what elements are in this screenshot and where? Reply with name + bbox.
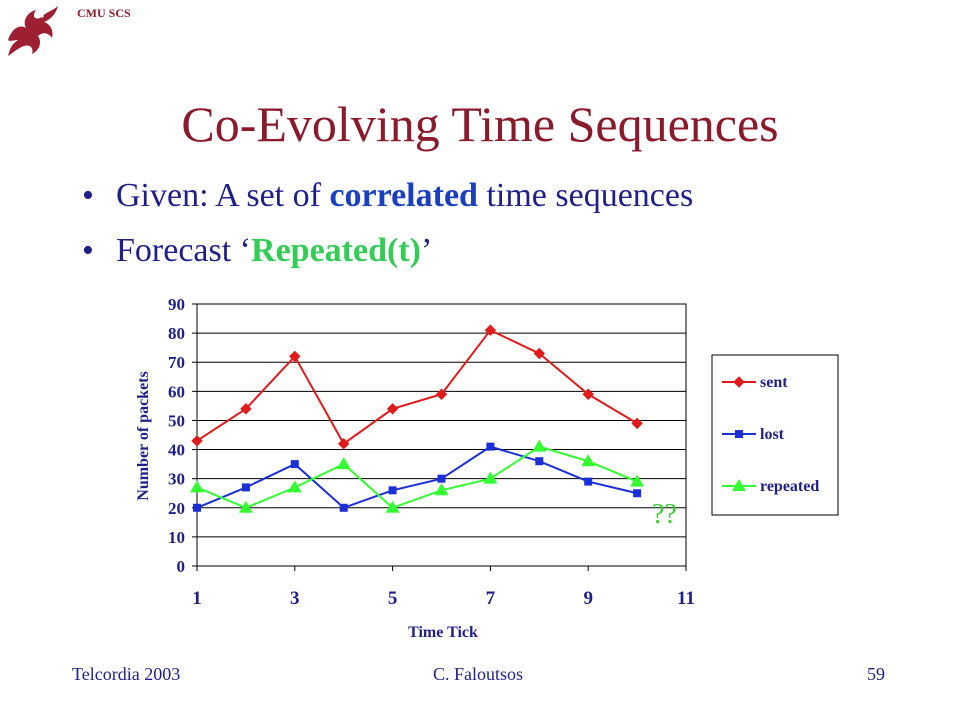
bullet-post: time sequences bbox=[477, 177, 694, 214]
data-point bbox=[287, 480, 302, 493]
legend-entry-lost: lost bbox=[722, 426, 785, 443]
bullet-list: • Given: A set of correlated time sequen… bbox=[82, 177, 693, 287]
x-axis-label: Time Tick bbox=[408, 624, 478, 641]
data-point bbox=[486, 442, 495, 451]
org-label: CMU SCS bbox=[77, 6, 131, 20]
footer-author: C. Faloutsos bbox=[433, 664, 524, 684]
slide-title: Co-Evolving Time Sequences bbox=[181, 96, 779, 152]
y-tick-label: 50 bbox=[168, 411, 185, 430]
x-tick-label: 5 bbox=[388, 588, 398, 609]
data-point bbox=[289, 350, 301, 363]
x-tick-labels: 1 3 5 7 9 11 bbox=[192, 588, 695, 609]
series-lost bbox=[193, 442, 642, 512]
legend-marker bbox=[735, 430, 743, 438]
data-point bbox=[240, 403, 252, 415]
data-point bbox=[633, 489, 642, 498]
x-tick-label: 3 bbox=[290, 588, 300, 609]
plot-area bbox=[196, 303, 687, 567]
y-axis-label: Number of packets bbox=[135, 371, 152, 500]
data-point bbox=[581, 454, 596, 467]
bullet-dot: • bbox=[82, 177, 94, 214]
bullet-emphasis: correlated bbox=[329, 177, 478, 214]
bullet-dot: • bbox=[82, 232, 94, 269]
data-point bbox=[435, 388, 448, 400]
data-point bbox=[290, 460, 299, 469]
x-tick-label: 1 bbox=[192, 588, 202, 609]
data-point bbox=[190, 480, 204, 493]
bullet-pre: Given: A set of bbox=[116, 177, 330, 214]
y-tick-label: 20 bbox=[168, 499, 185, 518]
series-sent bbox=[191, 324, 643, 450]
data-point bbox=[533, 347, 546, 360]
y-tick-label: 70 bbox=[168, 353, 185, 372]
series-layer bbox=[190, 324, 645, 513]
forecast-question-marks: ?? bbox=[652, 499, 677, 530]
data-point bbox=[630, 474, 645, 487]
data-point bbox=[193, 503, 201, 512]
legend: sent lost repeated bbox=[711, 354, 839, 516]
bullet-pre: Forecast ‘ bbox=[116, 232, 252, 269]
data-point bbox=[532, 439, 547, 452]
x-tick-label: 11 bbox=[677, 588, 695, 609]
bullet-given: • Given: A set of correlated time sequen… bbox=[82, 177, 693, 232]
bullet-forecast: • Forecast ‘Repeated(t)’ bbox=[82, 232, 693, 287]
axes bbox=[192, 303, 687, 571]
data-point bbox=[238, 500, 253, 513]
bullet-post: ’ bbox=[420, 232, 433, 269]
data-point bbox=[483, 471, 498, 484]
data-point bbox=[337, 438, 350, 450]
data-point bbox=[437, 474, 446, 483]
bullet-emphasis: Repeated(t) bbox=[251, 232, 421, 269]
footer-venue: Telcordia 2003 bbox=[72, 664, 181, 684]
x-tick-label: 9 bbox=[583, 588, 593, 609]
data-point bbox=[388, 486, 397, 495]
page-number: 59 bbox=[867, 664, 885, 684]
data-point bbox=[434, 483, 449, 496]
legend-marker bbox=[733, 376, 745, 388]
y-tick-label: 90 bbox=[168, 295, 185, 314]
y-tick-label: 60 bbox=[168, 382, 185, 401]
y-tick-label: 80 bbox=[168, 324, 185, 343]
bullet-text: Forecast ‘Repeated(t)’ bbox=[116, 232, 432, 270]
data-point bbox=[386, 403, 399, 415]
dragon-logo bbox=[8, 6, 58, 56]
series-line bbox=[196, 445, 638, 509]
data-point bbox=[631, 417, 643, 430]
y-tick-labels: 0 10 20 30 40 50 60 70 80 90 bbox=[168, 295, 185, 576]
legend-label: sent bbox=[760, 374, 788, 391]
x-tick-label: 7 bbox=[486, 588, 496, 609]
data-point bbox=[582, 388, 594, 400]
data-point bbox=[584, 477, 593, 486]
data-point bbox=[385, 500, 400, 513]
legend-label: lost bbox=[760, 426, 785, 443]
gridlines bbox=[197, 332, 686, 538]
series-line bbox=[196, 328, 638, 446]
data-point bbox=[339, 503, 348, 512]
data-point bbox=[484, 324, 497, 336]
legend-entry-sent: sent bbox=[722, 374, 788, 391]
legend-entry-repeated: repeated bbox=[722, 478, 819, 495]
data-point bbox=[535, 457, 544, 466]
data-point bbox=[336, 457, 351, 470]
data-point bbox=[191, 435, 203, 447]
series-line bbox=[196, 445, 638, 509]
y-tick-label: 30 bbox=[168, 470, 185, 489]
y-tick-label: 0 bbox=[177, 557, 186, 576]
series-repeated bbox=[190, 439, 645, 513]
legend-marker bbox=[732, 479, 746, 491]
y-tick-label: 10 bbox=[168, 528, 185, 547]
legend-label: repeated bbox=[760, 478, 819, 495]
y-tick-label: 40 bbox=[168, 441, 185, 460]
bullet-text: Given: A set of correlated time sequence… bbox=[116, 177, 693, 215]
data-point bbox=[241, 483, 250, 492]
